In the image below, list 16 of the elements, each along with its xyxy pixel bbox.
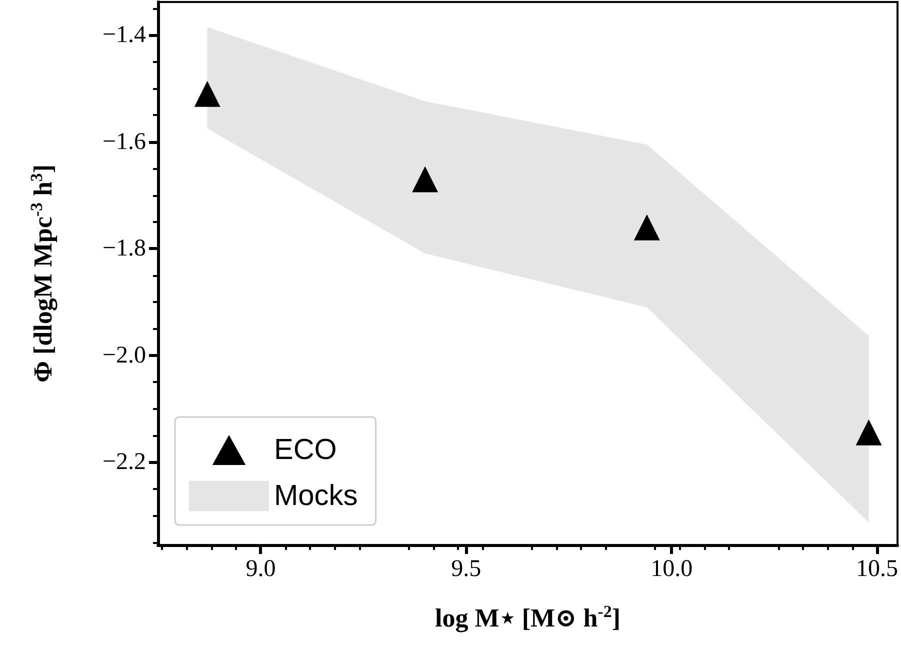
point [412, 166, 438, 192]
x-tick-label: 9.5 [451, 556, 482, 582]
y-axis-title: Φ [dlogM Mpc-3 h3] [27, 164, 58, 383]
y-tick-label: −2.0 [102, 342, 146, 368]
point [634, 214, 660, 240]
legend-label: Mocks [274, 480, 358, 512]
point [194, 80, 220, 107]
point [856, 419, 882, 446]
x-tick-label: 10.5 [856, 556, 898, 582]
y-tick-label: −2.2 [102, 449, 146, 476]
x-tick-label: 10.0 [650, 556, 693, 582]
legend-label: ECO [274, 434, 337, 466]
y-tick-label: −1.8 [102, 236, 146, 262]
x-tick-label: 9.0 [246, 556, 276, 582]
y-tick-label: −1.4 [102, 22, 146, 48]
y-tick-label: −1.6 [102, 128, 146, 155]
